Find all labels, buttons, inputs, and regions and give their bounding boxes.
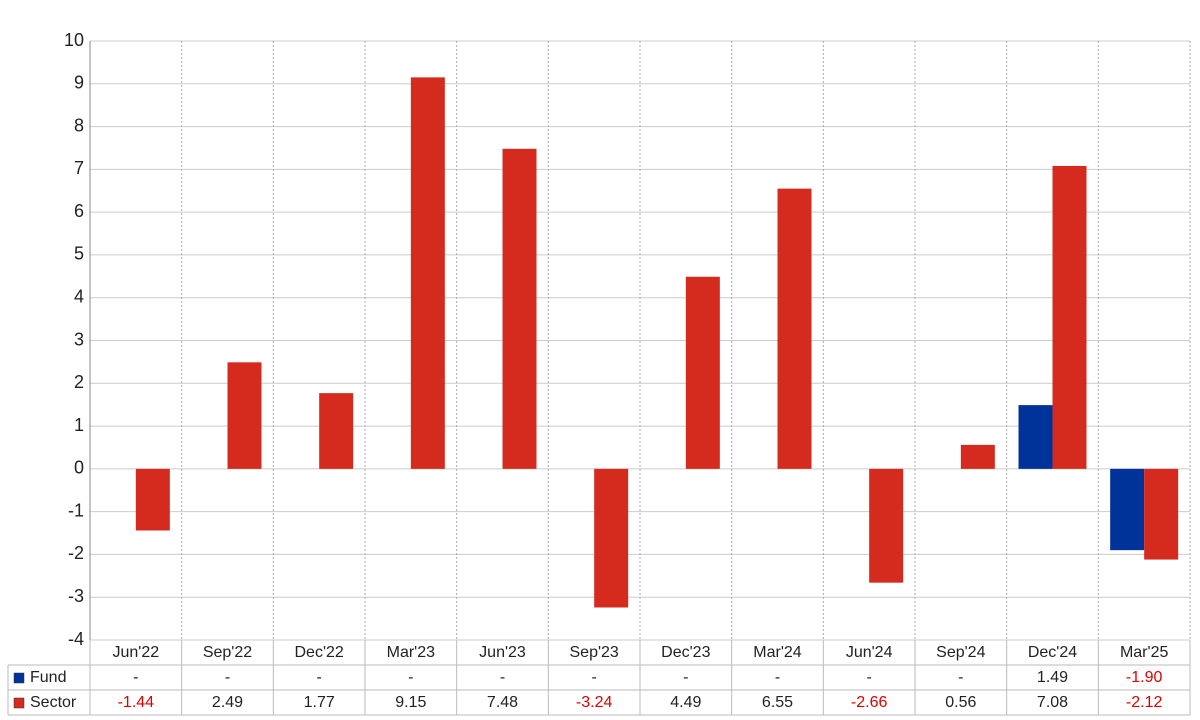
x-tick-label: Sep'22 <box>203 644 252 661</box>
bar <box>1110 468 1145 551</box>
value-label: - <box>683 669 688 686</box>
value-label: 1.49 <box>1037 669 1068 686</box>
bar <box>685 276 720 469</box>
y-tick-label: 8 <box>74 115 84 135</box>
y-tick-label: 3 <box>74 329 84 349</box>
legend-swatch <box>13 697 25 709</box>
bar <box>1144 468 1179 560</box>
y-tick-label: 7 <box>74 158 84 178</box>
legend-label: Sector <box>30 694 77 711</box>
bar <box>410 77 445 469</box>
x-tick-label: Jun'22 <box>113 644 160 661</box>
value-label: - <box>958 669 963 686</box>
y-tick-label: 4 <box>74 286 84 306</box>
y-tick-label: 10 <box>64 30 84 50</box>
legend-label: Fund <box>30 669 66 686</box>
x-tick-label: Mar'24 <box>753 644 802 661</box>
value-label: -2.66 <box>851 694 888 711</box>
value-label: - <box>775 669 780 686</box>
value-label: - <box>500 669 505 686</box>
value-label: 9.15 <box>395 694 426 711</box>
value-label: -1.90 <box>1126 669 1163 686</box>
bar <box>777 188 812 469</box>
bar <box>1052 165 1087 469</box>
y-tick-label: -4 <box>68 629 84 649</box>
value-label: 6.55 <box>762 694 793 711</box>
x-tick-label: Mar'23 <box>387 644 436 661</box>
y-tick-label: 1 <box>74 415 84 435</box>
value-label: -2.12 <box>1126 694 1163 711</box>
value-label: 2.49 <box>212 694 243 711</box>
value-label: - <box>592 669 597 686</box>
y-tick-label: 5 <box>74 244 84 264</box>
x-tick-label: Dec'22 <box>295 644 344 661</box>
bar <box>135 468 170 531</box>
bar <box>227 362 262 469</box>
y-tick-label: 6 <box>74 201 84 221</box>
value-label: 7.48 <box>487 694 518 711</box>
value-label: - <box>867 669 872 686</box>
bar <box>319 393 354 469</box>
value-label: 7.08 <box>1037 694 1068 711</box>
bar <box>1018 405 1053 469</box>
y-tick-label: -3 <box>68 586 84 606</box>
bar <box>502 148 537 469</box>
bar <box>869 468 904 583</box>
value-label: -1.44 <box>118 694 155 711</box>
y-tick-label: -2 <box>68 543 84 563</box>
y-tick-label: 9 <box>74 73 84 93</box>
bar <box>960 444 995 469</box>
x-tick-label: Dec'23 <box>661 644 710 661</box>
value-label: -3.24 <box>576 694 613 711</box>
x-tick-label: Jun'23 <box>479 644 526 661</box>
x-tick-label: Mar'25 <box>1120 644 1169 661</box>
x-tick-label: Sep'24 <box>936 644 985 661</box>
value-label: 0.56 <box>945 694 976 711</box>
value-label: - <box>133 669 138 686</box>
value-label: - <box>408 669 413 686</box>
y-tick-label: 0 <box>74 458 84 478</box>
value-label: 1.77 <box>304 694 335 711</box>
value-label: 4.49 <box>670 694 701 711</box>
value-label: - <box>225 669 230 686</box>
y-tick-label: 2 <box>74 372 84 392</box>
y-tick-label: -1 <box>68 500 84 520</box>
bar <box>594 468 629 608</box>
legend-swatch <box>13 672 25 684</box>
value-label: - <box>317 669 322 686</box>
x-tick-label: Sep'23 <box>570 644 619 661</box>
x-tick-label: Dec'24 <box>1028 644 1077 661</box>
x-tick-label: Jun'24 <box>846 644 893 661</box>
